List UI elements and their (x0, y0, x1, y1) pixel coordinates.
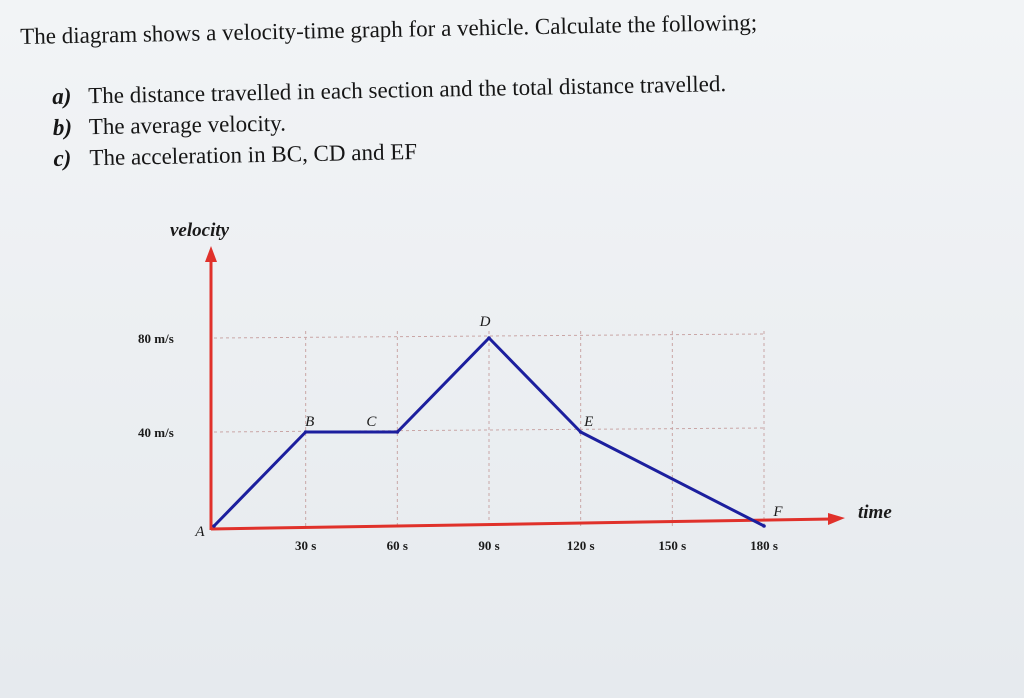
y-axis-arrow (205, 246, 217, 262)
x-tick-label: 60 s (387, 538, 408, 553)
point-label-d: D (479, 314, 491, 330)
data-point (762, 524, 766, 528)
x-tick-label: 30 s (295, 538, 316, 553)
data-point (395, 430, 400, 434)
point-label-f: F (772, 504, 783, 520)
y-tick-label: 40 m/s (138, 425, 174, 440)
data-point (578, 430, 583, 434)
velocity-series-line (212, 336, 765, 528)
x-axis-title: time (858, 502, 892, 523)
point-label-a: A (194, 524, 205, 540)
data-point (212, 524, 216, 528)
x-tick-label: 90 s (478, 538, 499, 553)
point-label-c: C (366, 414, 377, 430)
horizontal-gridline (213, 333, 765, 339)
x-axis-arrow (828, 513, 845, 525)
y-axis-title: velocity (170, 220, 230, 241)
point-label-b: B (305, 414, 314, 430)
data-point (303, 430, 308, 434)
x-tick-label: 120 s (567, 538, 595, 553)
y-tick-label: 80 m/s (138, 331, 174, 346)
data-point (487, 336, 491, 340)
x-tick-label: 150 s (658, 538, 686, 553)
x-tick-label: 180 s (750, 538, 778, 553)
point-label-e: E (583, 414, 593, 430)
x-axis (210, 517, 833, 531)
